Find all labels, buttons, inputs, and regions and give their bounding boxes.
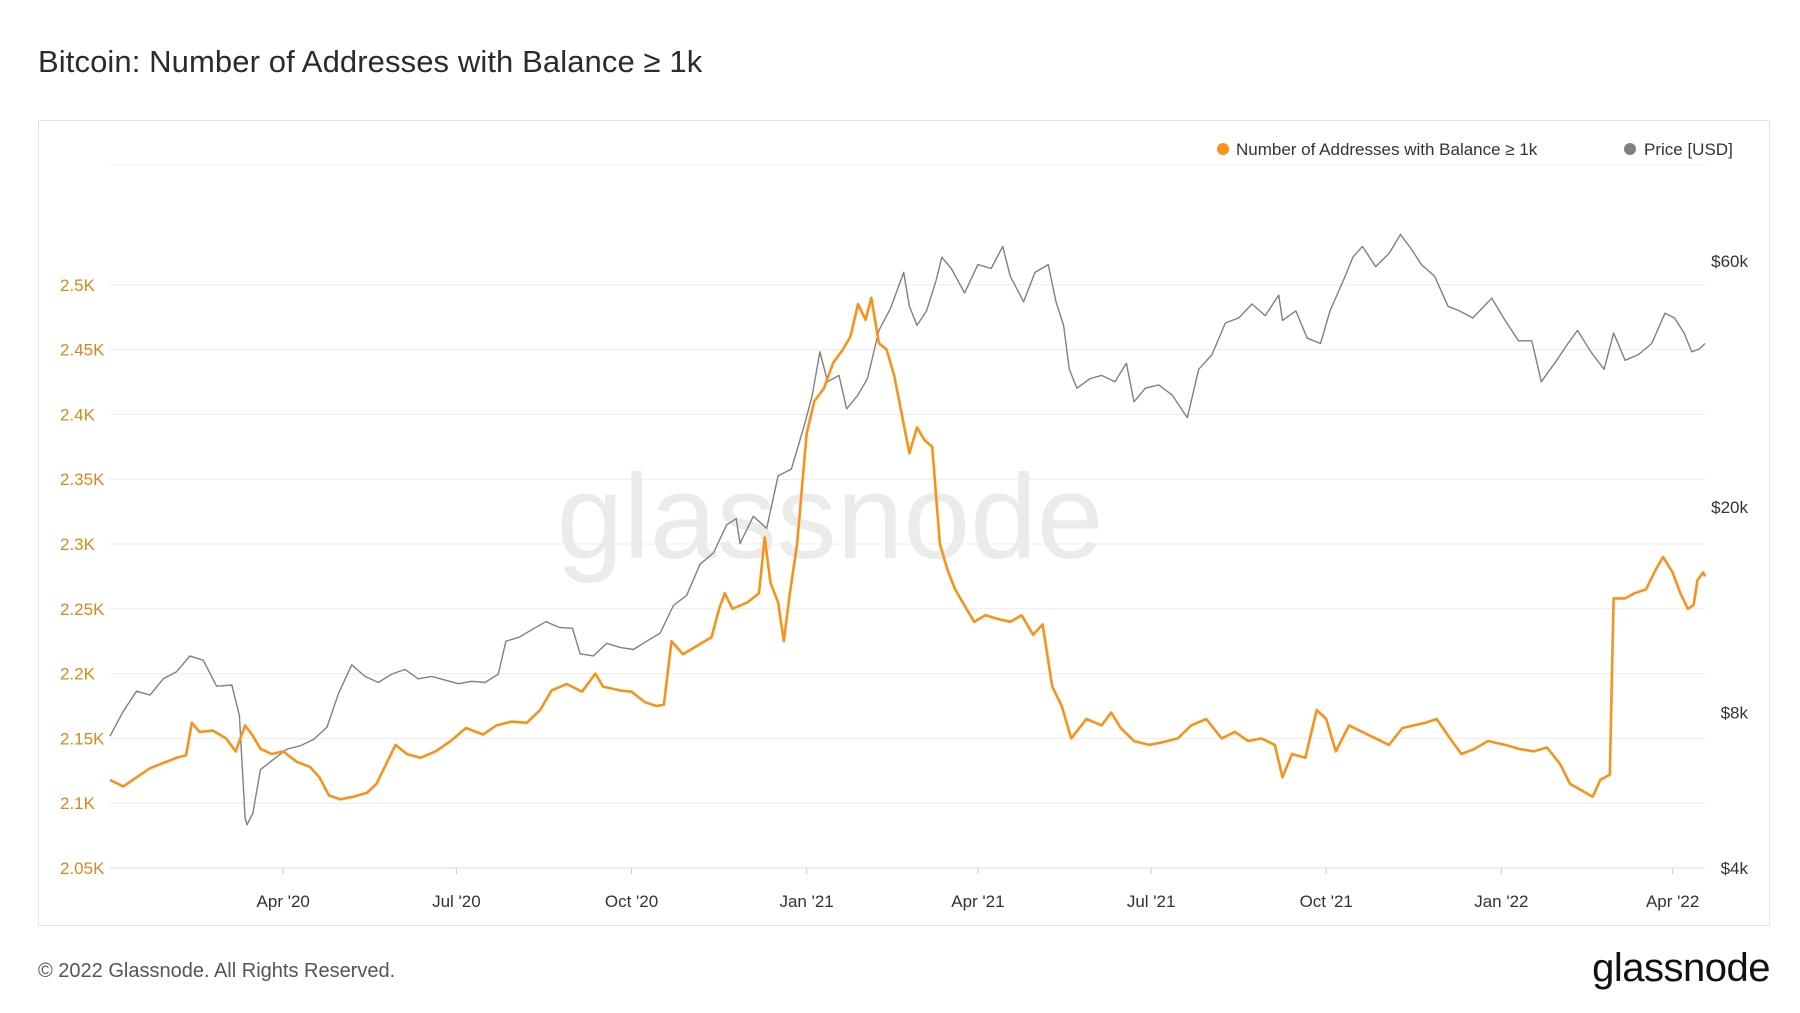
y-left-tick-label: 2.5K xyxy=(60,276,96,295)
glassnode-logo[interactable]: glassnode xyxy=(1592,946,1770,990)
price-series-line xyxy=(109,233,1706,826)
x-tick-label: Oct '20 xyxy=(605,892,658,911)
x-tick-label: Jul '20 xyxy=(432,892,481,911)
x-tick-label: Oct '21 xyxy=(1300,892,1353,911)
x-axis: Apr '20 Jul '20 Oct '20 Jan '21 Apr '21 Jul '… xyxy=(110,867,1705,911)
y-right-tick-label: $8k xyxy=(1721,704,1749,723)
legend[interactable]: Number of Addresses with Balance ≥ 1k Pri… xyxy=(1217,140,1733,159)
legend-label-price: Price [USD] xyxy=(1644,140,1733,159)
copyright: © 2022 Glassnode. All Rights Reserved. xyxy=(38,960,396,982)
legend-dot-price xyxy=(1624,143,1636,155)
x-tick-label: Apr '21 xyxy=(951,892,1004,911)
legend-dot-addresses xyxy=(1217,143,1229,155)
chart-title: Bitcoin: Number of Addresses with Balanc… xyxy=(38,44,703,79)
x-tick-label: Jan '22 xyxy=(1474,892,1528,911)
y-left-tick-label: 2.35K xyxy=(60,470,105,489)
y-axis-left: 2.05K 2.1K 2.15K 2.2K 2.25K 2.3K 2.35K 2.4K 2.45… xyxy=(60,276,105,878)
y-left-tick-label: 2.1K xyxy=(60,794,96,813)
y-left-tick-label: 2.2K xyxy=(60,665,96,684)
addresses-series-line xyxy=(109,296,1707,801)
y-left-tick-label: 2.05K xyxy=(60,859,105,878)
x-tick-label: Apr '22 xyxy=(1646,892,1699,911)
x-tick-label: Apr '20 xyxy=(257,892,310,911)
chart-frame xyxy=(38,120,1770,926)
y-right-tick-label: $60k xyxy=(1711,252,1748,271)
x-tick-label: Jan '21 xyxy=(779,892,833,911)
y-left-tick-label: 2.25K xyxy=(60,600,105,619)
legend-label-addresses: Number of Addresses with Balance ≥ 1k xyxy=(1236,140,1538,159)
y-left-tick-label: 2.3K xyxy=(60,535,96,554)
y-right-tick-label: $4k xyxy=(1721,859,1749,878)
y-left-tick-label: 2.15K xyxy=(60,729,105,748)
watermark: glassnode xyxy=(556,450,1103,584)
y-left-tick-label: 2.4K xyxy=(60,405,96,424)
y-left-tick-label: 2.45K xyxy=(60,341,105,360)
x-tick-label: Jul '21 xyxy=(1127,892,1176,911)
y-axis-right: $4k $8k $20k $60k xyxy=(1711,252,1748,878)
series-lines xyxy=(109,233,1707,826)
y-right-tick-label: $20k xyxy=(1711,498,1748,517)
